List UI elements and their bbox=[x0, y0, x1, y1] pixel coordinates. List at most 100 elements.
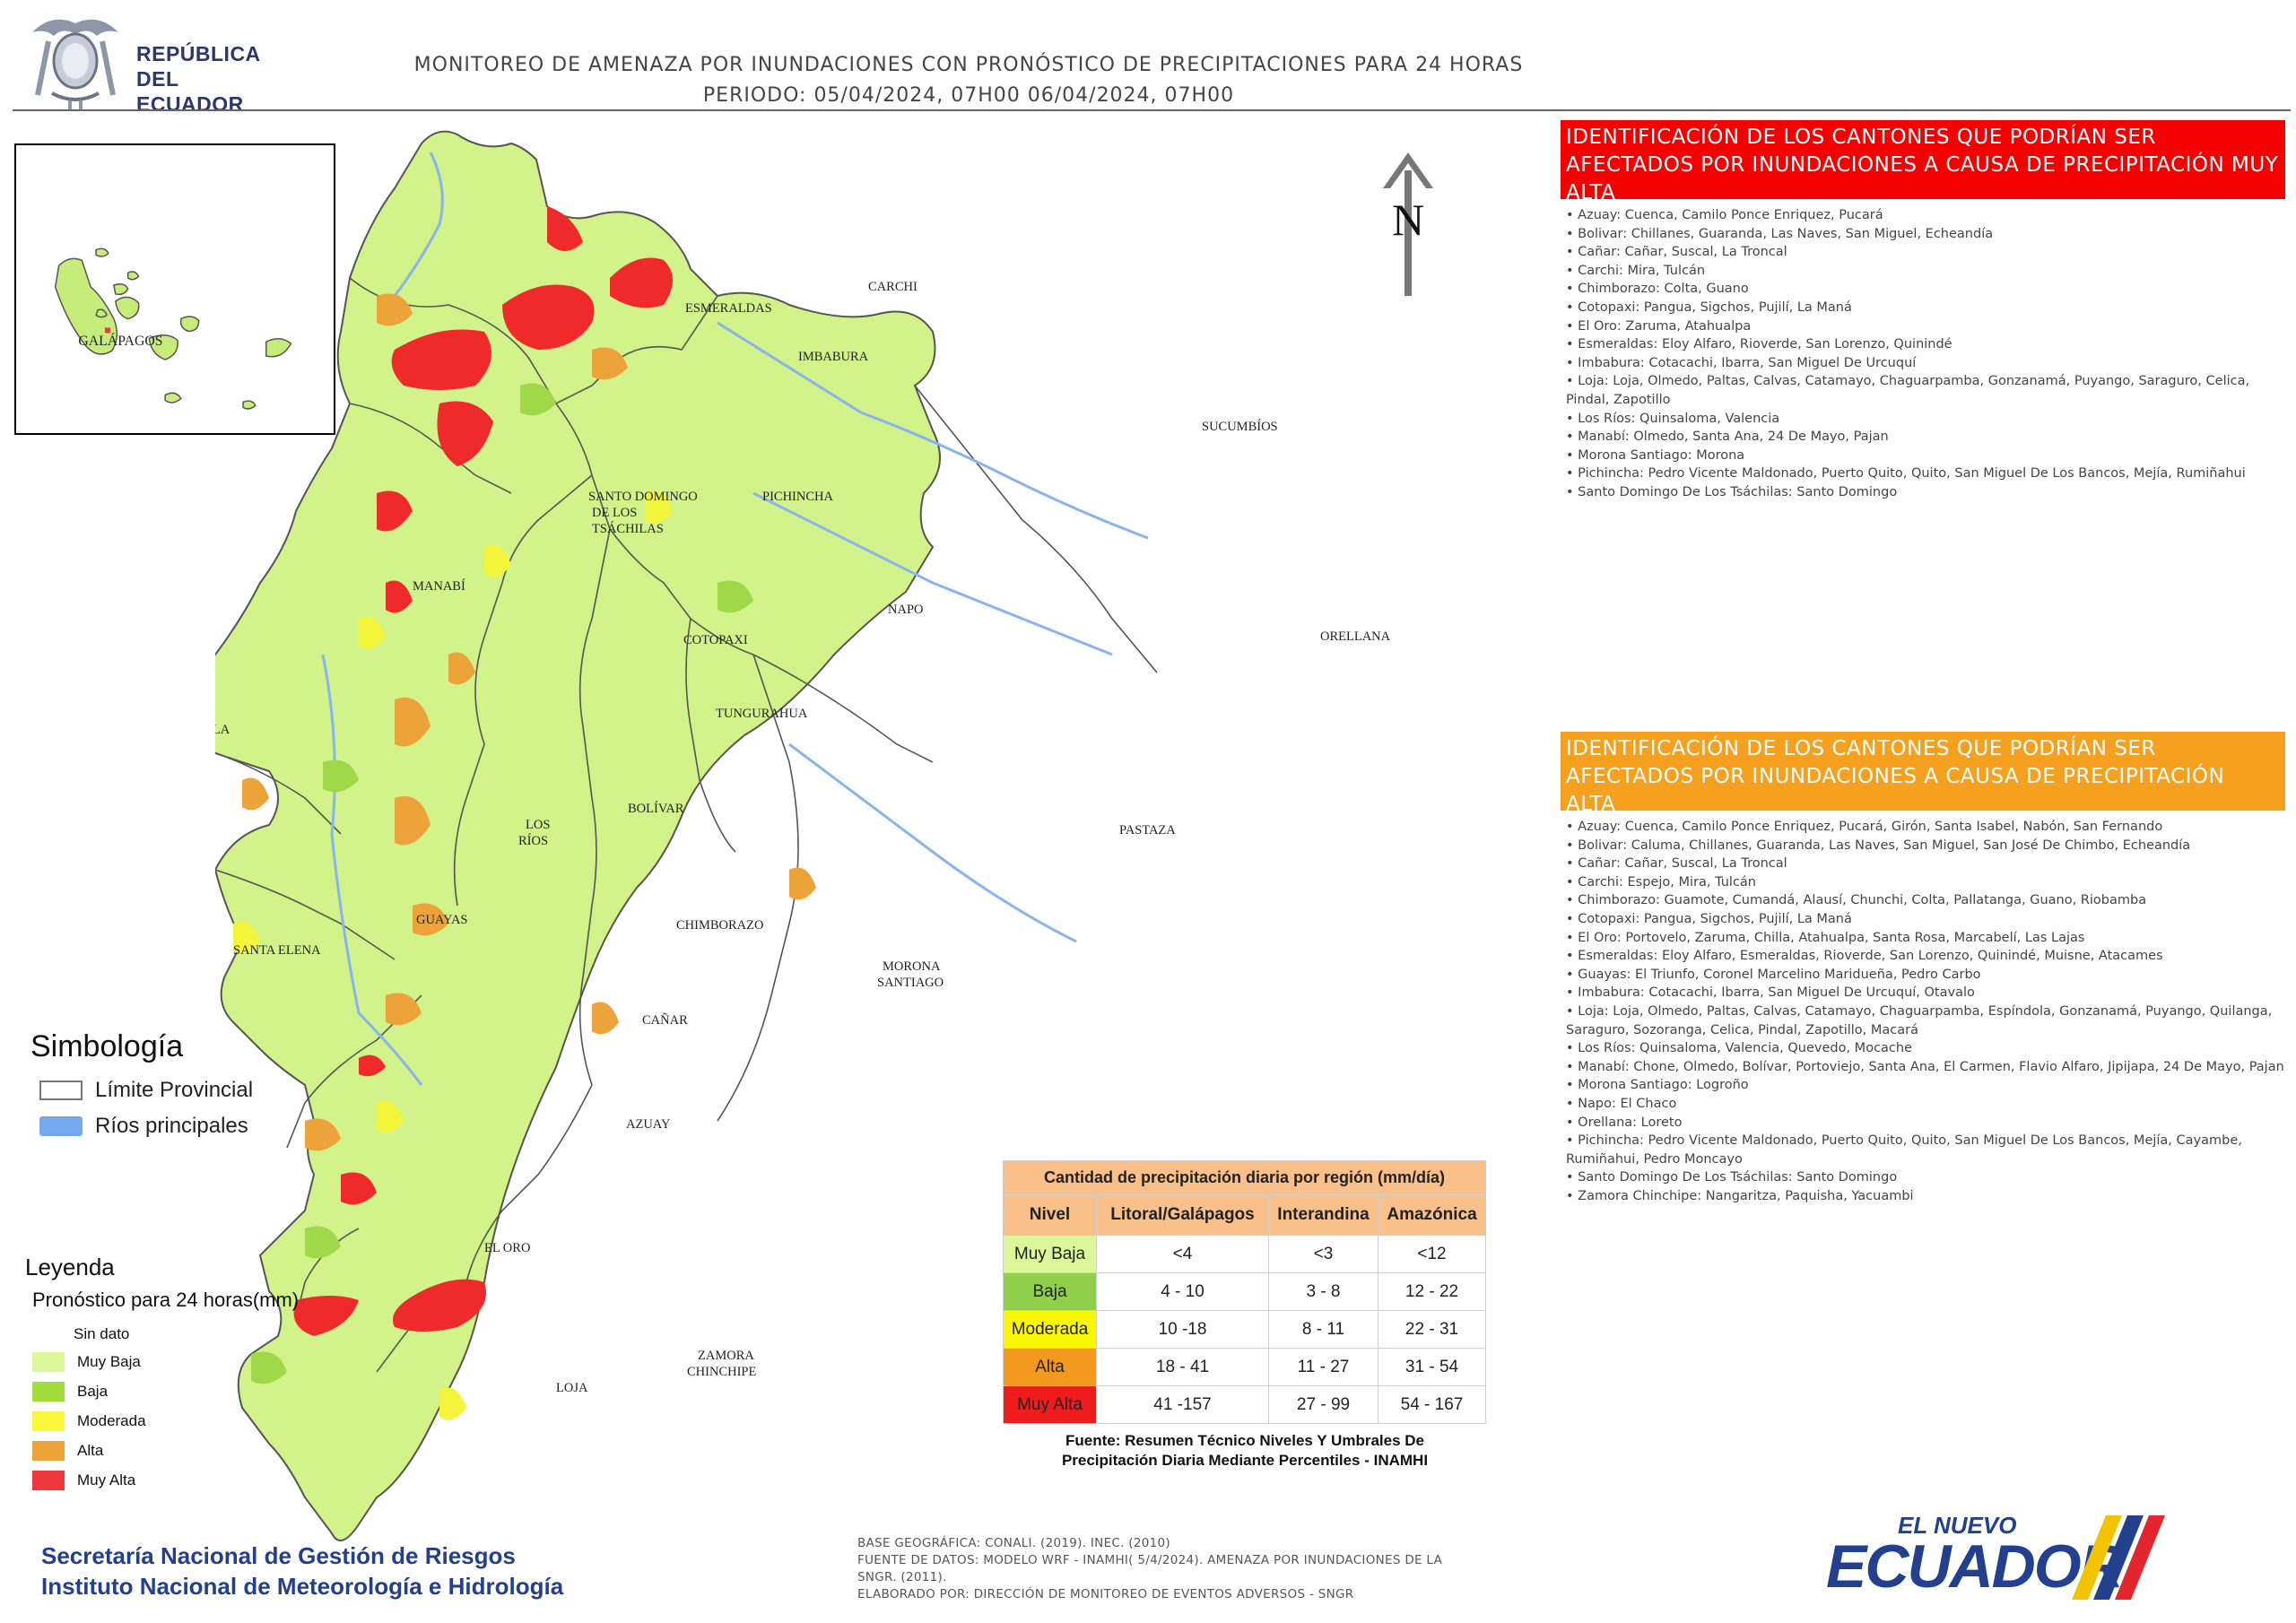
table-level-cell: Alta bbox=[1003, 1348, 1097, 1386]
label-santo-domingo-2: DE LOS bbox=[592, 506, 637, 520]
table-header: Nivel bbox=[1003, 1194, 1097, 1236]
table-cell: 54 - 167 bbox=[1378, 1385, 1486, 1424]
list-item: Imbabura: Cotacachi, Ibarra, San Miguel … bbox=[1566, 984, 2285, 1002]
country-outline bbox=[215, 130, 941, 1541]
label-los-rios-2: RÍOS bbox=[518, 833, 548, 848]
list-item: Loja: Loja, Olmedo, Paltas, Calvas, Cata… bbox=[1566, 1002, 2285, 1039]
list-item: Guayas: El Triunfo, Coronel Marcelino Ma… bbox=[1566, 966, 2285, 985]
label-canar: CAÑAR bbox=[642, 1013, 688, 1028]
table-cell: 8 - 11 bbox=[1268, 1310, 1378, 1349]
credit-line: ELABORADO POR: DIRECCIÓN DE MONITOREO DE… bbox=[857, 1587, 1354, 1601]
table-cell: <4 bbox=[1096, 1235, 1269, 1273]
table-level-cell: Muy Alta bbox=[1003, 1385, 1097, 1424]
republic-logo: REPÚBLICA DEL ECUADOR bbox=[25, 5, 261, 116]
table-row: Moderada 10 -18 8 - 11 22 - 31 bbox=[1003, 1310, 1486, 1349]
logo-line-1: REPÚBLICA bbox=[136, 42, 261, 65]
galapagos-label: GALÁPAGOS bbox=[78, 332, 162, 349]
table-cell: 31 - 54 bbox=[1378, 1348, 1486, 1386]
simbologia-rios: Ríos principales bbox=[39, 1114, 248, 1139]
table-cell: 3 - 8 bbox=[1268, 1272, 1378, 1311]
source-line-2: Precipitación Diaria Mediante Percentile… bbox=[1061, 1452, 1429, 1469]
label-santa-elena: SANTA ELENA bbox=[233, 943, 321, 958]
brand-small-text: EL NUEVO bbox=[1898, 1512, 2017, 1539]
title-period: PERIODO: 05/04/2024, 07H00 06/04/2024, 0… bbox=[702, 84, 1235, 107]
table-header: Amazónica bbox=[1378, 1194, 1486, 1236]
logo-line-2: DEL ECUADOR bbox=[136, 67, 244, 116]
list-item: Azuay: Cuenca, Camilo Ponce Enriquez, Pu… bbox=[1566, 206, 2285, 225]
label-orellana: ORELLANA bbox=[1320, 629, 1391, 644]
simbologia-rios-label: Ríos principales bbox=[95, 1114, 248, 1138]
label-guayas: GUAYAS bbox=[416, 913, 467, 927]
table-source: Fuente: Resumen Técnico Niveles Y Umbral… bbox=[1003, 1431, 1487, 1471]
list-item: Cotopaxi: Pangua, Sigchos, Pujilí, La Ma… bbox=[1566, 299, 2285, 317]
cantones-alta-list: Azuay: Cuenca, Camilo Ponce Enriquez, Pu… bbox=[1561, 811, 2285, 1205]
flag-stripes-icon bbox=[2072, 1515, 2165, 1600]
leyenda-sin-dato: Sin dato bbox=[74, 1325, 130, 1342]
ecuador-flood-map: CARCHI ESMERALDAS IMBABURA SUCUMBÍOS PIC… bbox=[215, 130, 1391, 1541]
province-labels: CARCHI ESMERALDAS IMBABURA SUCUMBÍOS PIC… bbox=[215, 280, 1391, 1395]
list-item: Manabí: Chone, Olmedo, Bolívar, Portovie… bbox=[1566, 1058, 2285, 1077]
label-napo: NAPO bbox=[888, 603, 923, 617]
province-boundary-swatch bbox=[39, 1081, 83, 1100]
list-item: Carchi: Mira, Tulcán bbox=[1566, 262, 2285, 281]
cantones-muy-alta-list: Azuay: Cuenca, Camilo Ponce Enriquez, Pu… bbox=[1561, 199, 2285, 502]
precipitation-thresholds-table: Cantidad de precipitación diaria por reg… bbox=[1003, 1160, 1486, 1424]
list-item: Pichincha: Pedro Vicente Maldonado, Puer… bbox=[1566, 1132, 2285, 1168]
legend-swatch bbox=[32, 1471, 65, 1490]
legend-item-muy-alta: Muy Alta bbox=[32, 1471, 135, 1490]
table-row: Muy Baja <4 <3 <12 bbox=[1003, 1235, 1486, 1273]
north-arrow-icon: N bbox=[1383, 152, 1433, 296]
legend-swatch bbox=[32, 1411, 65, 1431]
list-item: Pichincha: Pedro Vicente Maldonado, Puer… bbox=[1566, 464, 2285, 483]
label-santo-domingo-3: TSÁCHILAS bbox=[592, 521, 664, 536]
org-inamhi: Instituto Nacional de Meteorología e Hid… bbox=[41, 1573, 564, 1600]
source-line-1: Fuente: Resumen Técnico Niveles Y Umbral… bbox=[1065, 1432, 1424, 1449]
label-azuay: AZUAY bbox=[626, 1117, 671, 1132]
list-item: Bolivar: Chillanes, Guaranda, Las Naves,… bbox=[1566, 225, 2285, 244]
legend-label: Muy Baja bbox=[77, 1353, 141, 1370]
list-item: Morona Santiago: Logroño bbox=[1566, 1076, 2285, 1095]
river-swatch bbox=[39, 1116, 83, 1136]
header-divider bbox=[13, 109, 2291, 111]
panel-alta-heading: IDENTIFICACIÓN DE LOS CANTONES QUE PODRÍ… bbox=[1561, 732, 2285, 816]
table-cell: 27 - 99 bbox=[1268, 1385, 1378, 1424]
list-item: Santo Domingo De Los Tsáchilas: Santo Do… bbox=[1566, 1168, 2285, 1187]
legend-label: Moderada bbox=[77, 1412, 146, 1429]
list-item: Morona Santiago: Morona bbox=[1566, 447, 2285, 465]
credit-line: SNGR. (2011). bbox=[857, 1570, 947, 1584]
table-cell: 22 - 31 bbox=[1378, 1310, 1486, 1349]
muy-alta-zones bbox=[293, 206, 673, 1336]
leyenda-title: Leyenda bbox=[25, 1254, 115, 1280]
table-cell: 41 -157 bbox=[1096, 1385, 1269, 1424]
baja-zones bbox=[251, 383, 753, 1384]
table-row: Baja 4 - 10 3 - 8 12 - 22 bbox=[1003, 1272, 1486, 1311]
label-loja: LOJA bbox=[556, 1381, 588, 1395]
main-rivers bbox=[321, 152, 1149, 1086]
list-item: Cañar: Cañar, Suscal, La Troncal bbox=[1566, 855, 2285, 873]
simbologia-limite: Límite Provincial bbox=[39, 1078, 253, 1103]
table-cell: <3 bbox=[1268, 1235, 1378, 1273]
table-cell: <12 bbox=[1378, 1235, 1486, 1273]
label-sucumbios: SUCUMBÍOS bbox=[1202, 419, 1278, 434]
leyenda-subtitle: Pronóstico para 24 horas(mm) bbox=[32, 1289, 300, 1311]
label-chimborazo: CHIMBORAZO bbox=[676, 918, 763, 933]
table-cell: 18 - 41 bbox=[1096, 1348, 1269, 1386]
label-tungurahua: TUNGURAHUA bbox=[716, 707, 808, 721]
list-item: Santo Domingo De Los Tsáchilas: Santo Do… bbox=[1566, 483, 2285, 502]
table-cell: 11 - 27 bbox=[1268, 1348, 1378, 1386]
table-header: Interandina bbox=[1268, 1194, 1378, 1236]
legend-item-muy-baja: Muy Baja bbox=[32, 1352, 141, 1372]
map-credits: BASE GEOGRÁFICA: CONALI. (2019). INEC. (… bbox=[857, 1535, 1503, 1603]
legend-item-baja: Baja bbox=[32, 1382, 108, 1402]
list-item: Chimborazo: Colta, Guano bbox=[1566, 280, 2285, 299]
legend-item-alta: Alta bbox=[32, 1441, 103, 1461]
list-item: Imbabura: Cotacachi, Ibarra, San Miguel … bbox=[1566, 354, 2285, 373]
map-title: MONITOREO DE AMENAZA POR INUNDACIONES CO… bbox=[323, 50, 1614, 111]
moderada-zones bbox=[233, 490, 673, 1420]
title-line-1: MONITOREO DE AMENAZA POR INUNDACIONES CO… bbox=[413, 54, 1524, 76]
legend-item-moderada: Moderada bbox=[32, 1411, 146, 1431]
label-zamora-1: ZAMORA bbox=[698, 1349, 754, 1363]
simbologia-limite-label: Límite Provincial bbox=[95, 1078, 254, 1102]
table-row: Muy Alta 41 -157 27 - 99 54 - 167 bbox=[1003, 1385, 1486, 1424]
panel-muy-alta-heading: IDENTIFICACIÓN DE LOS CANTONES QUE PODRÍ… bbox=[1561, 120, 2285, 204]
